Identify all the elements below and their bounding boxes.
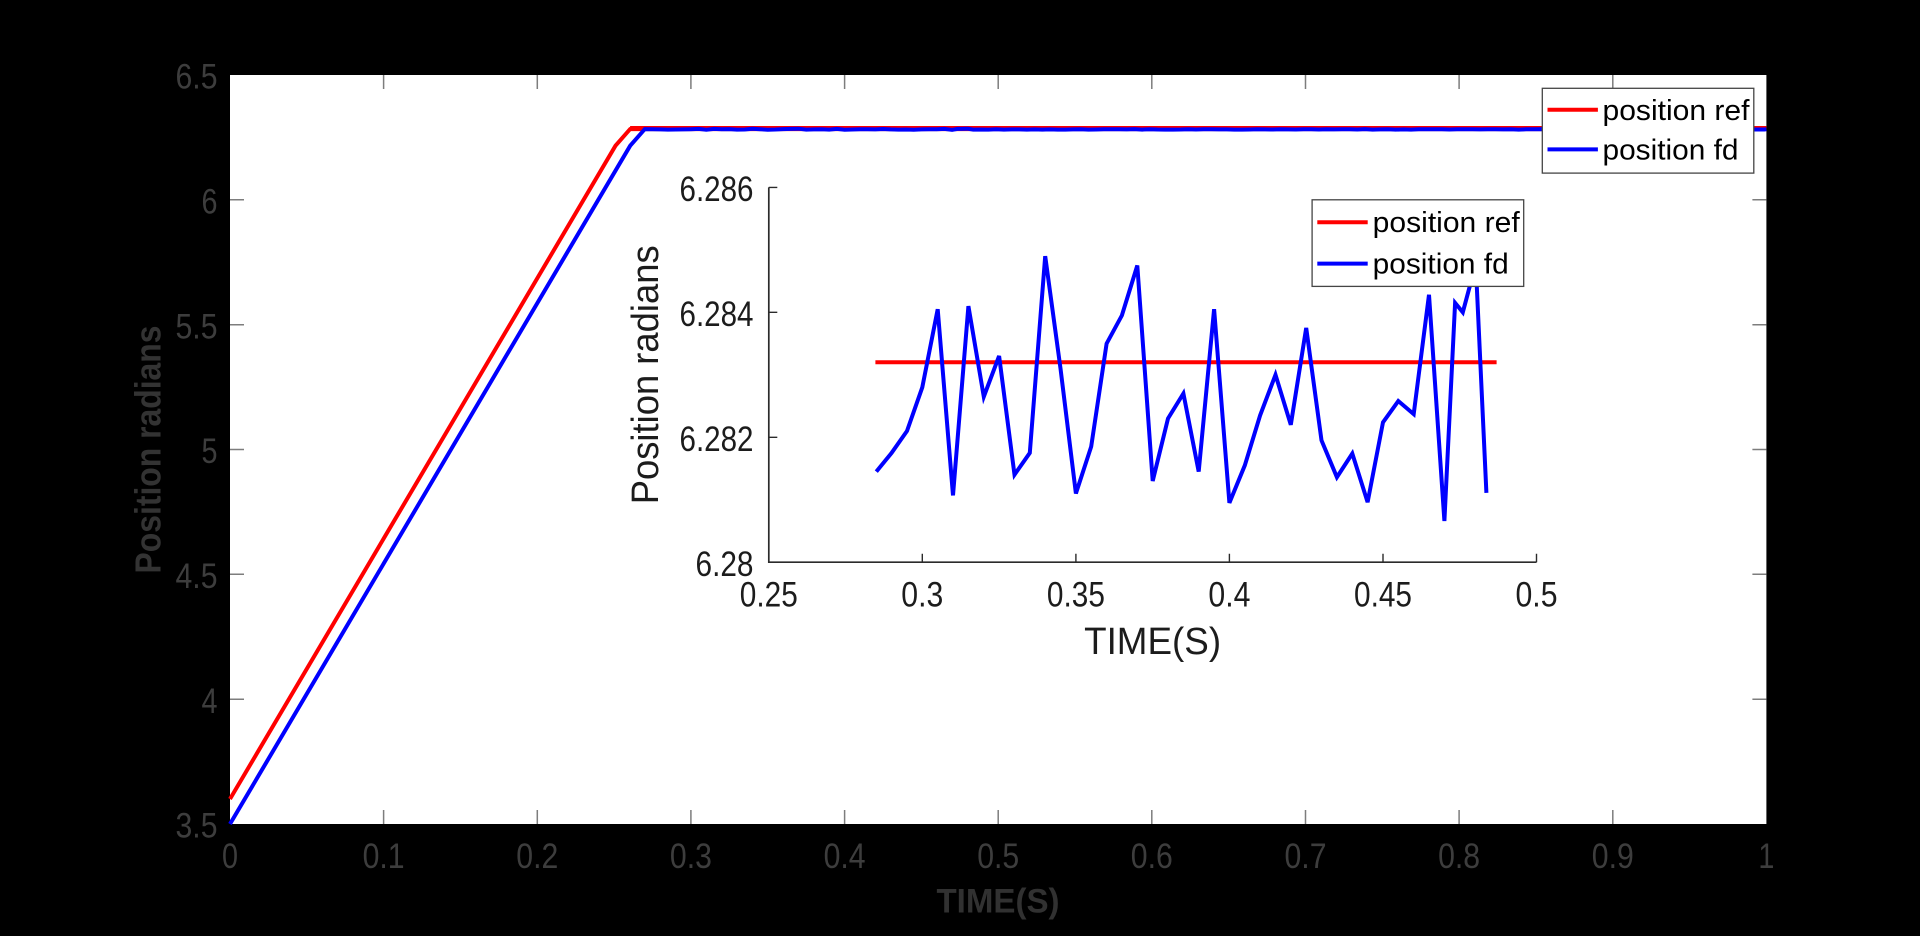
svg-text:TIME(S): TIME(S): [1084, 621, 1221, 663]
svg-text:0.4: 0.4: [824, 837, 866, 876]
svg-text:Position radians: Position radians: [128, 326, 169, 574]
svg-text:3.5: 3.5: [176, 807, 218, 846]
svg-text:TIME(S): TIME(S): [937, 883, 1060, 921]
svg-text:4: 4: [202, 682, 218, 721]
svg-text:0.2: 0.2: [516, 837, 558, 876]
svg-text:4.5: 4.5: [176, 557, 218, 596]
svg-text:6.5: 6.5: [176, 58, 218, 97]
svg-text:position fd: position fd: [1373, 249, 1509, 281]
svg-text:6: 6: [202, 182, 218, 221]
svg-text:6.284: 6.284: [680, 295, 754, 334]
svg-text:0.1: 0.1: [363, 837, 405, 876]
svg-text:position ref: position ref: [1373, 207, 1521, 239]
svg-text:0.4: 0.4: [1208, 576, 1250, 615]
svg-text:5: 5: [202, 432, 218, 471]
svg-text:0.5: 0.5: [977, 837, 1019, 876]
svg-text:0.45: 0.45: [1354, 576, 1412, 615]
svg-text:6.286: 6.286: [680, 170, 754, 209]
svg-text:0.8: 0.8: [1438, 837, 1480, 876]
svg-text:0.7: 0.7: [1285, 837, 1327, 876]
svg-text:0.35: 0.35: [1047, 576, 1105, 615]
svg-text:0.25: 0.25: [740, 576, 798, 615]
svg-text:0.5: 0.5: [1516, 576, 1558, 615]
svg-text:6.282: 6.282: [680, 420, 754, 459]
svg-text:0.3: 0.3: [901, 576, 943, 615]
svg-text:5.5: 5.5: [176, 307, 218, 346]
svg-text:0.6: 0.6: [1131, 837, 1173, 876]
svg-text:0: 0: [222, 837, 238, 876]
svg-text:0.3: 0.3: [670, 837, 712, 876]
svg-text:6.28: 6.28: [696, 545, 754, 584]
svg-text:0.9: 0.9: [1592, 837, 1634, 876]
svg-text:Position radians: Position radians: [625, 245, 667, 504]
svg-text:1: 1: [1758, 837, 1774, 876]
svg-text:position ref: position ref: [1603, 95, 1751, 127]
svg-text:position fd: position fd: [1603, 134, 1739, 166]
